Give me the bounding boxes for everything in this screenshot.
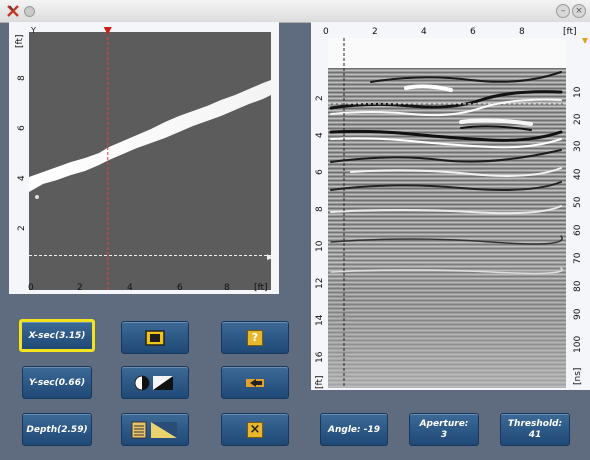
time-tick-label: 30 xyxy=(573,140,583,152)
time-tick-label: 10 xyxy=(573,86,583,98)
threshold-button[interactable]: Threshold: 41 xyxy=(500,413,570,446)
time-tick-label: 20 xyxy=(573,113,583,125)
window-menu-icon[interactable] xyxy=(24,6,35,17)
depth-tick-label: 6 xyxy=(315,169,325,175)
x-tick-label: 0 xyxy=(28,283,34,293)
help-icon: ? xyxy=(247,329,263,346)
left-unit-label: [ft] xyxy=(315,375,325,389)
frame-view-button[interactable] xyxy=(121,321,189,354)
air-gap xyxy=(328,38,566,68)
x-section-button[interactable]: X-sec(3.15) xyxy=(19,319,95,352)
close-icon: × xyxy=(247,421,263,438)
depth-tick-label: 14 xyxy=(315,314,325,326)
x-tick-label: 0 xyxy=(323,27,329,37)
time-tick-label: 90 xyxy=(573,308,583,320)
depth-tick-label: 16 xyxy=(315,351,325,363)
corner-label: Y xyxy=(30,26,36,35)
app-icon xyxy=(7,5,19,17)
plan-view-panel: [ft] Y 2 4 6 8 0 2 4 6 8 [ft] xyxy=(9,22,279,294)
time-tick-label: 70 xyxy=(573,252,583,264)
aperture-label: Aperture: xyxy=(419,418,469,429)
aperture-button[interactable]: Aperture: 3 xyxy=(409,413,479,446)
reflector-streaks xyxy=(329,71,563,275)
time-tick-label: 100 xyxy=(573,336,583,353)
x-tick-label: 8 xyxy=(224,283,230,293)
radargram-panel: 0 2 4 6 8 [ft] xyxy=(311,22,590,390)
radargram-plot[interactable]: 0 2 4 6 8 [ft] xyxy=(311,22,590,390)
title-bar: – × xyxy=(0,0,590,23)
y-section-button[interactable]: Y-sec(0.66) xyxy=(22,366,92,399)
close-window-button[interactable]: × xyxy=(572,4,586,18)
plan-view-plot[interactable]: [ft] Y 2 4 6 8 0 2 4 6 8 [ft] xyxy=(9,22,279,294)
plot-area xyxy=(29,32,271,290)
contrast-button[interactable] xyxy=(121,366,189,399)
y-unit-label: [ft] xyxy=(15,34,25,48)
x-tick-label: 8 xyxy=(519,27,525,37)
pan-button[interactable] xyxy=(221,366,289,399)
right-axis-labels: 10 20 30 40 50 60 70 80 90 100 [ns] xyxy=(573,86,583,385)
time-tick-label: 80 xyxy=(573,280,583,292)
help-button[interactable]: ? xyxy=(221,321,289,354)
gain-icon xyxy=(131,421,177,438)
x-tick-label: 2 xyxy=(77,283,83,293)
y-tick-label: 4 xyxy=(17,175,27,181)
scroll-marker-icon[interactable] xyxy=(582,38,588,44)
x-tick-label: 2 xyxy=(372,27,378,37)
right-unit-label: [ns] xyxy=(573,368,583,385)
y-tick-label: 8 xyxy=(17,75,27,81)
depth-tick-label: 2 xyxy=(315,95,325,101)
threshold-value: 41 xyxy=(528,429,542,440)
time-tick-label: 40 xyxy=(573,168,583,180)
left-axis-labels: 2 4 6 8 10 12 14 16 [ft] xyxy=(315,95,325,389)
radargram-fade xyxy=(328,222,566,388)
y-tick-label: 2 xyxy=(17,225,27,231)
frame-icon xyxy=(145,329,165,346)
depth-button[interactable]: Depth(2.59) xyxy=(22,413,92,446)
x-tick-label: 6 xyxy=(470,27,476,37)
depth-tick-label: 12 xyxy=(315,278,325,289)
gain-button[interactable] xyxy=(121,413,189,446)
depth-tick-label: 8 xyxy=(315,206,325,212)
x-unit-label: [ft] xyxy=(563,27,577,37)
angle-button[interactable]: Angle: -19 xyxy=(320,413,388,446)
time-tick-label: 60 xyxy=(573,224,583,236)
x-section-marker-icon[interactable] xyxy=(103,27,112,35)
x-tick-label: 4 xyxy=(127,283,133,293)
depth-tick-label: 4 xyxy=(315,132,325,138)
y-tick-labels: 2 4 6 8 xyxy=(17,75,27,231)
contrast-icon xyxy=(134,375,173,390)
aperture-value: 3 xyxy=(440,429,448,440)
reflector-band xyxy=(29,80,271,192)
pan-icon xyxy=(246,378,264,387)
x-tick-label: 6 xyxy=(177,283,183,293)
x-tick-labels: 0 2 4 6 8 [ft] xyxy=(28,283,268,293)
time-tick-label: 50 xyxy=(573,196,583,208)
x-unit-label: [ft] xyxy=(254,283,268,293)
close-button[interactable]: × xyxy=(221,413,289,446)
top-axis-labels: 0 2 4 6 8 [ft] xyxy=(323,27,577,37)
depth-tick-label: 10 xyxy=(315,240,325,252)
minimize-button[interactable]: – xyxy=(556,4,570,18)
threshold-label: Threshold: xyxy=(507,418,563,429)
data-dot xyxy=(35,195,39,199)
y-tick-label: 6 xyxy=(17,125,27,131)
x-tick-label: 4 xyxy=(421,27,427,37)
y-section-marker-icon[interactable] xyxy=(267,254,273,260)
